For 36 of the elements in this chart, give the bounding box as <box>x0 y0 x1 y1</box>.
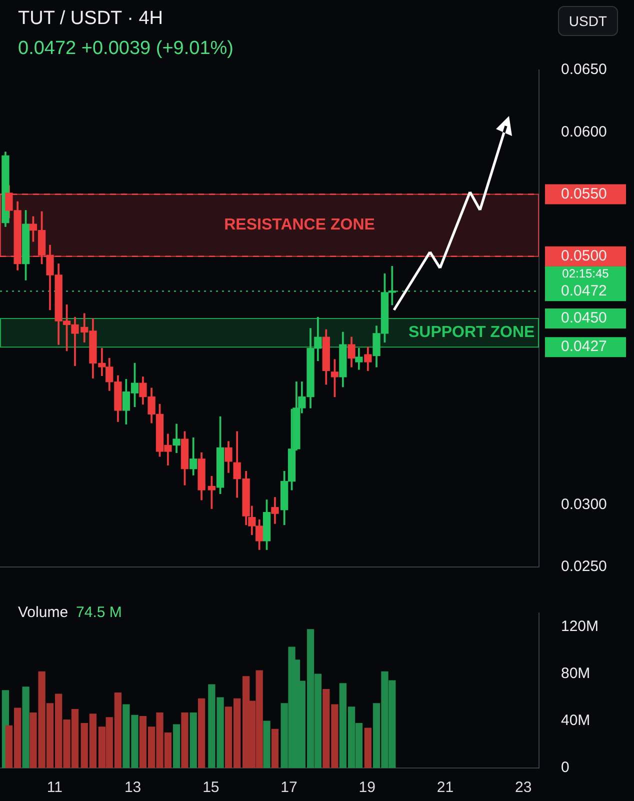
y-tick-label: 0.0250 <box>561 558 607 576</box>
bar <box>172 724 180 768</box>
bar <box>198 698 206 768</box>
y-tick-label: 0.0300 <box>561 496 607 514</box>
chart-title: Volume <box>18 604 68 621</box>
bar <box>22 686 30 768</box>
y-tick-label: 0 <box>561 759 570 776</box>
y-tick-label: 0.0650 <box>561 61 607 78</box>
y-tick-label: 0.0427 <box>561 338 607 356</box>
text: USDT <box>558 6 618 36</box>
bar <box>181 712 188 768</box>
x-tick-label: 19 <box>358 779 376 796</box>
bar <box>263 720 270 768</box>
x-tick-label: 23 <box>515 779 532 796</box>
y-tick-label: 0.0500 <box>561 248 607 265</box>
x-tick-label: 17 <box>280 779 298 796</box>
chart-subtitle: 0.0472 +0.0039 (+9.01%) <box>18 38 234 60</box>
y-tick-label: 120M <box>561 618 599 636</box>
chart-title: TUT / USDT · 4H <box>18 8 163 30</box>
band-label: RESISTANCE ZONE <box>224 216 376 234</box>
y-tick-label: 80M <box>561 665 590 682</box>
y-tick-label: 40M <box>561 712 590 730</box>
y-tick-label: 0.0450 <box>561 310 607 327</box>
x-tick-label: 21 <box>436 779 454 796</box>
x-tick-label: 13 <box>124 779 142 796</box>
text: 02:15:45 <box>562 266 610 280</box>
band-label: SUPPORT ZONE <box>408 324 536 342</box>
bar <box>190 712 197 768</box>
y-tick-label: 0.0550 <box>561 185 607 202</box>
y-tick-label: 0.0600 <box>561 123 607 140</box>
x-tick-label: 15 <box>202 779 220 796</box>
y-tick-label: 0.0472 <box>561 282 607 300</box>
bar <box>364 728 372 768</box>
chart-subtitle: 74.5 M <box>76 604 122 621</box>
bar <box>271 728 279 768</box>
x-tick-label: 11 <box>46 779 62 796</box>
